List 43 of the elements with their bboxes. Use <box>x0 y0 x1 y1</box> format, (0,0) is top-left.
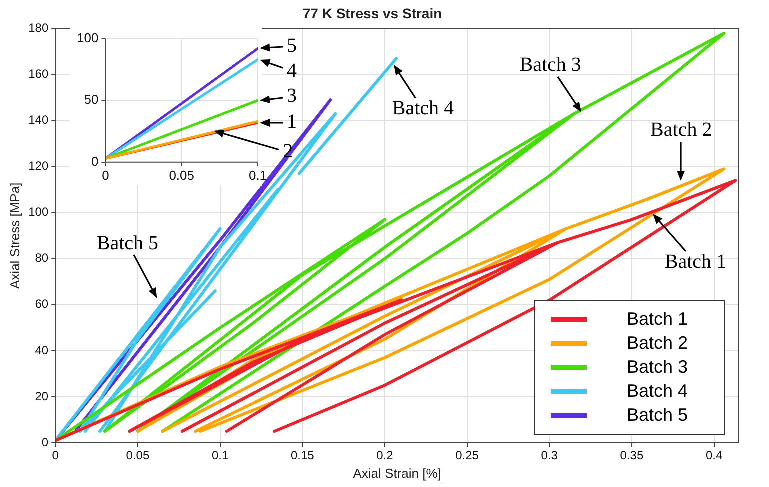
annotation: 5 <box>287 34 297 57</box>
x-tick-label: 0.3 <box>541 448 558 463</box>
legend-label: Batch 2 <box>627 332 688 353</box>
y-tick-label: 0 <box>91 154 99 169</box>
y-tick-label: 140 <box>28 113 49 128</box>
y-tick-label: 160 <box>28 67 49 82</box>
y-tick-label: 120 <box>28 159 49 174</box>
x-tick-label: 0.05 <box>126 448 150 463</box>
annotation: Batch 4 <box>392 98 454 120</box>
x-tick-label: 0.2 <box>376 448 394 463</box>
y-tick-label: 100 <box>28 205 49 220</box>
legend-label: Batch 4 <box>627 380 688 401</box>
y-tick-label: 180 <box>28 21 49 36</box>
annotation: Batch 2 <box>650 119 712 142</box>
x-tick-label: 0 <box>52 448 60 463</box>
x-tick-label: 0.1 <box>248 168 268 183</box>
annotation: 2 <box>283 140 294 163</box>
x-tick-label: 0.05 <box>169 168 194 183</box>
x-tick-label: 0.4 <box>706 448 723 463</box>
legend-label: Batch 5 <box>627 404 688 425</box>
y-tick-label: 0 <box>42 435 49 450</box>
x-tick-label: 0 <box>102 168 110 183</box>
legend-label: Batch 3 <box>627 356 688 377</box>
legend-label: Batch 1 <box>627 308 688 329</box>
annotation: Batch 5 <box>96 232 159 255</box>
y-tick-label: 80 <box>35 251 49 266</box>
x-tick-label: 0.25 <box>456 448 480 463</box>
annotation: Batch 3 <box>520 54 582 76</box>
x-axis-title: Axial Strain [%] <box>353 466 442 481</box>
x-tick-label: 0.15 <box>290 448 315 463</box>
y-tick-label: 20 <box>35 389 49 404</box>
x-tick-label: 0.1 <box>212 448 229 463</box>
annotation: 4 <box>287 60 297 82</box>
y-tick-label: 100 <box>76 30 99 46</box>
chart-title: 77 K Stress vs Strain <box>302 5 442 22</box>
x-tick-label: 0.35 <box>620 448 644 463</box>
annotation: Batch 1 <box>664 251 727 274</box>
annotation: 1 <box>287 111 297 134</box>
y-tick-label: 60 <box>35 297 49 312</box>
y-tick-label: 40 <box>35 343 49 358</box>
y-axis-title: Axial Stress [MPa] <box>7 182 22 289</box>
annotation: 3 <box>287 84 297 107</box>
y-tick-label: 50 <box>84 92 99 108</box>
